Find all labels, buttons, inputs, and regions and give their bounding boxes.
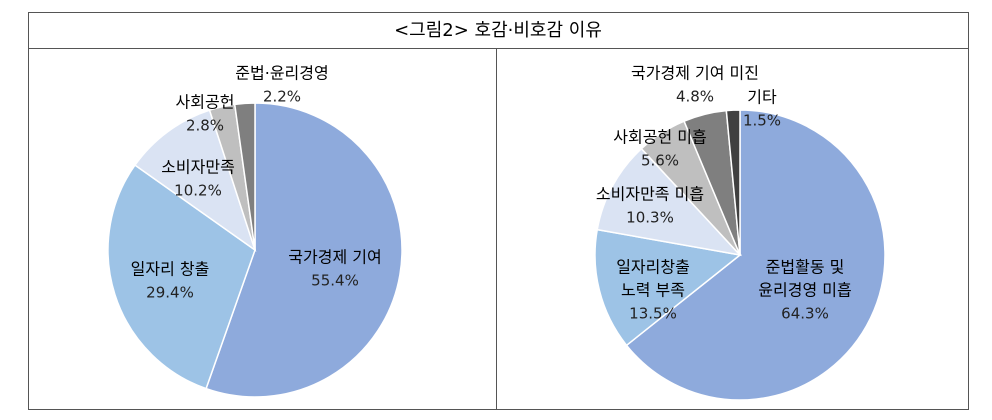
frame <box>28 12 969 410</box>
slice-value-label: 5.6% <box>641 152 679 170</box>
slice-value-label: 64.3% <box>781 305 829 323</box>
slice-value-label: 1.5% <box>743 112 781 130</box>
slice-label: 사회공헌 미흡 <box>613 128 706 147</box>
slice-value-label: 4.8% <box>676 88 714 106</box>
slice-value-label: 2.8% <box>186 117 224 135</box>
pie-slice <box>596 147 743 257</box>
slice-label: 기타 <box>747 88 777 107</box>
pie-slice <box>725 109 741 256</box>
slice-label: 소비자만족 <box>161 158 235 177</box>
slice-label: 윤리경영 미흡 <box>758 281 851 300</box>
slice-label: 국가경제 기여 <box>288 248 381 267</box>
pie-slice <box>107 164 256 390</box>
slice-label: 노력 부족 <box>621 281 685 300</box>
slice-value-label: 55.4% <box>311 272 359 290</box>
slice-value-label: 13.5% <box>629 305 677 323</box>
pie-slice <box>594 228 742 347</box>
slice-label: 준법·윤리경영 <box>235 64 328 83</box>
slice-label: 일자리창출 <box>616 258 690 277</box>
pie-slice <box>625 109 886 401</box>
slice-value-label: 29.4% <box>146 284 194 302</box>
pie-slice <box>233 102 256 251</box>
slice-label: 사회공헌 <box>176 93 235 112</box>
pie-slice <box>133 109 257 252</box>
slice-value-label: 2.2% <box>263 88 301 106</box>
slice-label: 소비자만족 미흡 <box>596 185 704 204</box>
slice-value-label: 10.3% <box>626 209 674 227</box>
chart-title: <그림2> 호감·비호감 이유 <box>394 20 602 41</box>
slice-value-label: 10.2% <box>174 182 222 200</box>
slice-label: 준법활동 및 <box>766 258 845 277</box>
slice-label: 일자리 창출 <box>131 260 210 279</box>
slice-label: 국가경제 기여 미진 <box>631 64 759 83</box>
